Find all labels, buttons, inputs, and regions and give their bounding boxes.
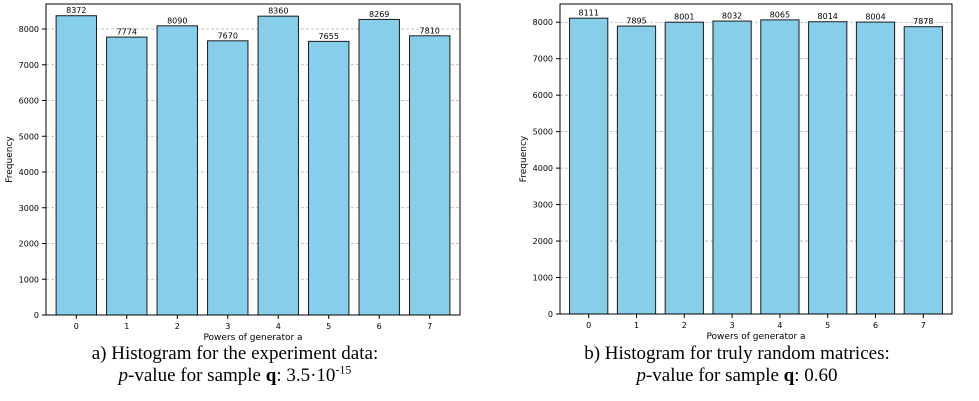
x-tick-label: 7: [427, 322, 432, 331]
bar: [308, 40, 350, 316]
bar: [664, 21, 704, 315]
y-tick-label: 4000: [533, 164, 553, 173]
histogram-random-chart: 0100020003000400050006000700080008111078…: [519, 3, 953, 342]
bar-value-label: 7810: [420, 26, 440, 35]
y-tick-label: 0: [548, 310, 553, 319]
p-symbol: p: [636, 365, 646, 386]
bar-value-label: 7895: [626, 17, 646, 26]
caption-title: a) Histogram for the experiment data:: [91, 343, 379, 364]
x-tick-label: 6: [377, 322, 382, 331]
y-tick-label: 7000: [533, 55, 553, 64]
y-tick-label: 8000: [19, 25, 39, 34]
x-tick-label: 4: [777, 321, 782, 330]
y-axis-label: Frequency: [5, 136, 15, 183]
y-tick-label: 2000: [19, 240, 39, 249]
bar-value-label: 8004: [865, 13, 885, 22]
bar: [569, 17, 609, 315]
histogram-experiment-chart: 0100020003000400050006000700080008372077…: [5, 3, 461, 343]
x-tick-label: 4: [276, 322, 281, 331]
bar-value-label: 8001: [674, 13, 694, 22]
p-symbol: p: [118, 365, 129, 386]
caption-title: b) Histogram for truly random matrices:: [584, 343, 890, 364]
sample-symbol: q: [265, 365, 277, 386]
bar: [156, 25, 198, 316]
x-tick-label: 0: [74, 322, 79, 331]
y-tick-label: 6000: [533, 91, 553, 100]
x-tick-label: 3: [730, 321, 735, 330]
p-text: -value for sample: [128, 365, 266, 386]
bar: [616, 25, 657, 315]
y-axis-label: Frequency: [519, 135, 529, 182]
x-tick-label: 6: [873, 321, 878, 330]
x-tick-label: 1: [124, 322, 129, 331]
caption-pvalue: p-value for sample q: 3.5·10-15: [0, 362, 470, 387]
bar: [903, 26, 943, 315]
x-tick-label: 3: [225, 322, 230, 331]
bar-value-label: 8065: [770, 10, 790, 19]
x-tick-label: 5: [326, 322, 331, 331]
bar: [808, 21, 848, 315]
bar-value-label: 7878: [913, 17, 933, 26]
x-tick-label: 2: [682, 321, 687, 330]
x-tick-label: 2: [175, 322, 180, 331]
y-tick-label: 5000: [19, 132, 39, 141]
caption-random: b) Histogram for truly random matrices: …: [495, 343, 979, 387]
bar: [257, 15, 299, 316]
bar-value-label: 8032: [722, 12, 742, 21]
y-tick-label: 7000: [19, 61, 39, 70]
plot-frame: [559, 3, 953, 315]
x-tick-label: 1: [634, 321, 639, 330]
caption-pvalue: p-value for sample q: 0.60: [495, 365, 979, 387]
y-tick-label: 1000: [533, 274, 553, 283]
y-tick-label: 1000: [19, 275, 39, 284]
bar-value-label: 7670: [218, 31, 238, 40]
bar-value-label: 7655: [319, 32, 339, 41]
x-tick-label: 0: [586, 321, 591, 330]
pvalue-exponent: -15: [335, 362, 352, 377]
p-text: -value for sample: [645, 365, 784, 386]
bar-value-label: 7774: [117, 28, 137, 37]
x-tick-label: 7: [921, 321, 926, 330]
bar: [855, 21, 896, 315]
bar-value-label: 8372: [66, 6, 86, 15]
pvalue-number: : 0.60: [794, 365, 838, 386]
x-axis-label: Powers of generator a: [203, 333, 302, 343]
sample-symbol: q: [783, 365, 795, 386]
y-tick-label: 2000: [533, 237, 553, 246]
y-tick-label: 4000: [19, 168, 39, 177]
bar-value-label: 8090: [167, 16, 187, 25]
bar: [55, 15, 97, 316]
bar: [358, 18, 400, 316]
bar-value-label: 8014: [818, 12, 838, 21]
caption-experiment: a) Histogram for the experiment data: p-…: [0, 343, 470, 387]
plot-frame: [45, 3, 461, 316]
y-tick-label: 5000: [533, 128, 553, 137]
bar-value-label: 8111: [579, 9, 599, 18]
bar: [712, 20, 752, 315]
x-tick-label: 5: [825, 321, 830, 330]
y-tick-label: 3000: [533, 201, 553, 210]
bar: [106, 36, 148, 316]
y-tick-label: 8000: [533, 18, 553, 27]
bar: [760, 19, 800, 315]
bar-value-label: 8269: [369, 10, 389, 19]
y-tick-label: 6000: [19, 97, 39, 106]
bar: [409, 35, 451, 316]
bar-value-label: 8360: [268, 7, 288, 16]
y-tick-label: 0: [34, 311, 39, 320]
bar: [207, 40, 249, 316]
y-tick-label: 3000: [19, 204, 39, 213]
pvalue-number: : 3.5·10: [276, 365, 336, 386]
x-axis-label: Powers of generator a: [706, 332, 805, 342]
